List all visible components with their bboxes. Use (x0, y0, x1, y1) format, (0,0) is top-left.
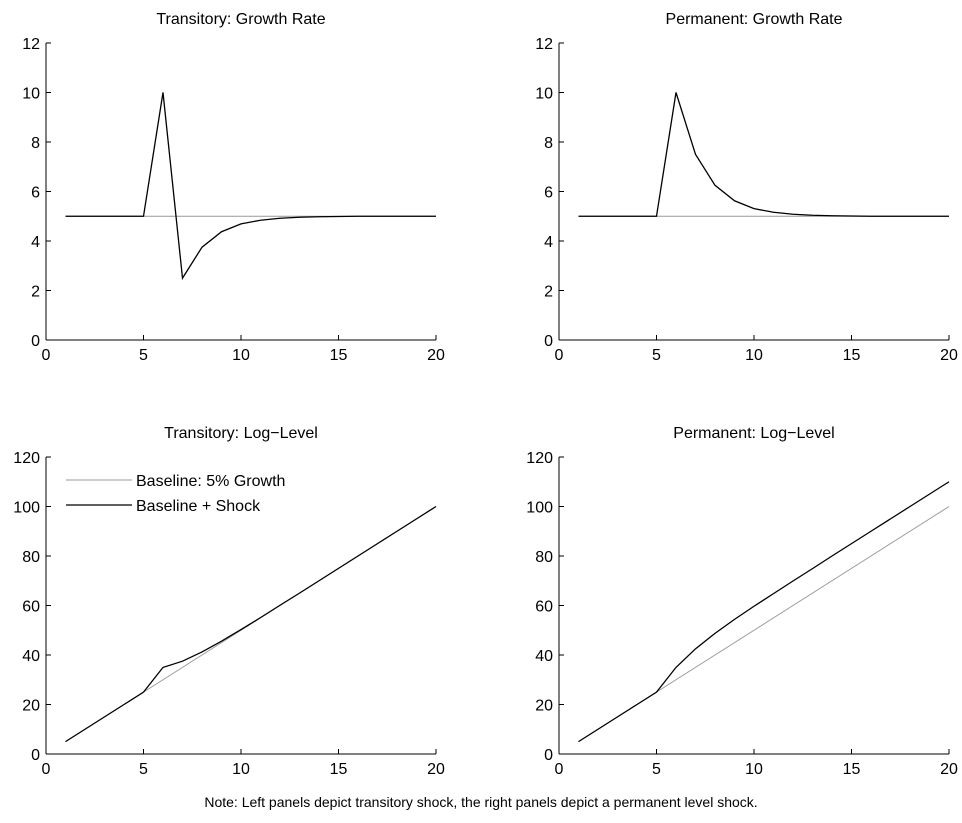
y-tick-label: 80 (535, 549, 553, 566)
y-tick-label: 0 (31, 333, 40, 350)
chart-title: Transitory: Growth Rate (156, 11, 325, 28)
y-tick-label: 100 (13, 500, 40, 517)
x-tick-label: 15 (843, 761, 861, 778)
chart-title: Transitory: Log−Level (164, 425, 318, 442)
x-tick-label: 0 (42, 761, 51, 778)
y-tick-label: 10 (22, 86, 40, 103)
series-line-shock (578, 92, 949, 217)
series-line-shock (65, 505, 437, 743)
legend-label: Baseline + Shock (136, 498, 261, 515)
legend-label: Baseline: 5% Growth (136, 473, 285, 490)
x-tick-label: 20 (427, 347, 445, 364)
y-tick-label: 8 (544, 135, 553, 152)
y-tick-label: 2 (544, 284, 553, 301)
series-line-shock (578, 481, 950, 743)
y-tick-label: 0 (544, 747, 553, 764)
y-tick-label: 40 (22, 648, 40, 665)
chart-panel-4: Permanent: Log−Level 0 5 10 15 20 0 20 40 60 80 100… (526, 425, 958, 778)
chart-title: Permanent: Log−Level (673, 425, 834, 442)
y-tick-label: 80 (22, 549, 40, 566)
figure-note: Note: Left panels depict transitory shoc… (204, 794, 758, 810)
y-tick-label: 6 (31, 185, 40, 202)
x-tick-label: 15 (843, 347, 861, 364)
y-tick-label: 20 (22, 698, 40, 715)
x-tick-label: 10 (745, 761, 763, 778)
y-tick-label: 40 (535, 648, 553, 665)
y-tick-label: 8 (31, 135, 40, 152)
x-tick-label: 0 (42, 347, 51, 364)
y-tick-label: 100 (526, 500, 553, 517)
y-tick-label: 20 (535, 698, 553, 715)
series-line-shock (65, 92, 436, 281)
y-tick-label: 120 (13, 450, 40, 467)
chart-title: Permanent: Growth Rate (666, 11, 843, 28)
x-tick-label: 20 (940, 347, 958, 364)
y-tick-label: 60 (22, 599, 40, 616)
y-tick-label: 0 (31, 747, 40, 764)
y-tick-label: 12 (22, 36, 40, 53)
x-tick-label: 15 (330, 347, 348, 364)
y-tick-label: 2 (31, 284, 40, 301)
x-tick-label: 10 (232, 761, 250, 778)
legend: Baseline: 5% Growth Baseline + Shock (66, 473, 285, 515)
x-tick-label: 0 (555, 761, 564, 778)
x-tick-label: 20 (940, 761, 958, 778)
y-tick-label: 4 (544, 234, 553, 251)
x-tick-label: 0 (555, 347, 564, 364)
y-tick-label: 0 (544, 333, 553, 350)
chart-panel-2: Permanent: Growth Rate 0 5 10 15 20 0 2 4 6 8 10 12 (535, 11, 958, 364)
chart-panel-3: Transitory: Log−Level 0 5 10 15 20 0 20 40 60 80 10… (13, 425, 445, 778)
chart-panel-1: Transitory: Growth Rate 0 5 10 15 20 0 2 4 6 8 10 12 (22, 11, 445, 364)
y-tick-label: 12 (535, 36, 553, 53)
y-tick-label: 120 (526, 450, 553, 467)
y-tick-label: 4 (31, 234, 40, 251)
y-tick-label: 60 (535, 599, 553, 616)
x-tick-label: 5 (652, 761, 661, 778)
y-tick-label: 6 (544, 185, 553, 202)
x-tick-label: 5 (139, 347, 148, 364)
x-tick-label: 5 (139, 761, 148, 778)
x-tick-label: 5 (652, 347, 661, 364)
x-tick-label: 10 (745, 347, 763, 364)
x-tick-label: 10 (232, 347, 250, 364)
x-tick-label: 15 (330, 761, 348, 778)
y-tick-label: 10 (535, 86, 553, 103)
x-tick-label: 20 (427, 761, 445, 778)
